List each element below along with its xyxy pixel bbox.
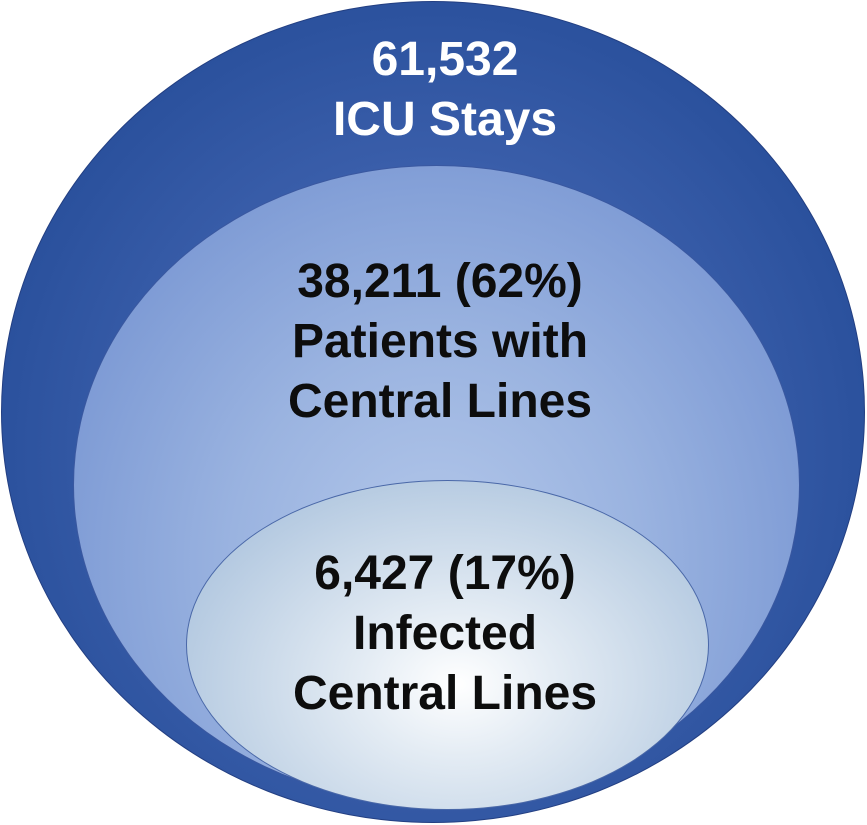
central-lines-text-line2: Central Lines <box>287 375 593 428</box>
icu-stays-label: 61,532 ICU Stays <box>233 30 657 150</box>
infected-lines-label: 6,427 (17%) Infected Central Lines <box>230 544 660 724</box>
icu-stays-count: 61,532 <box>371 33 519 86</box>
infected-lines-ellipse <box>186 480 709 810</box>
infected-lines-text-line2: Central Lines <box>292 667 598 720</box>
icu-stays-text: ICU Stays <box>332 93 558 146</box>
central-lines-label: 38,211 (62%) Patients with Central Lines <box>210 252 670 432</box>
central-lines-text-line1: Patients with <box>291 315 589 368</box>
central-lines-count: 38,211 (62%) <box>297 255 583 308</box>
infected-lines-text-line1: Infected <box>352 607 538 660</box>
infected-lines-count: 6,427 (17%) <box>314 547 576 600</box>
